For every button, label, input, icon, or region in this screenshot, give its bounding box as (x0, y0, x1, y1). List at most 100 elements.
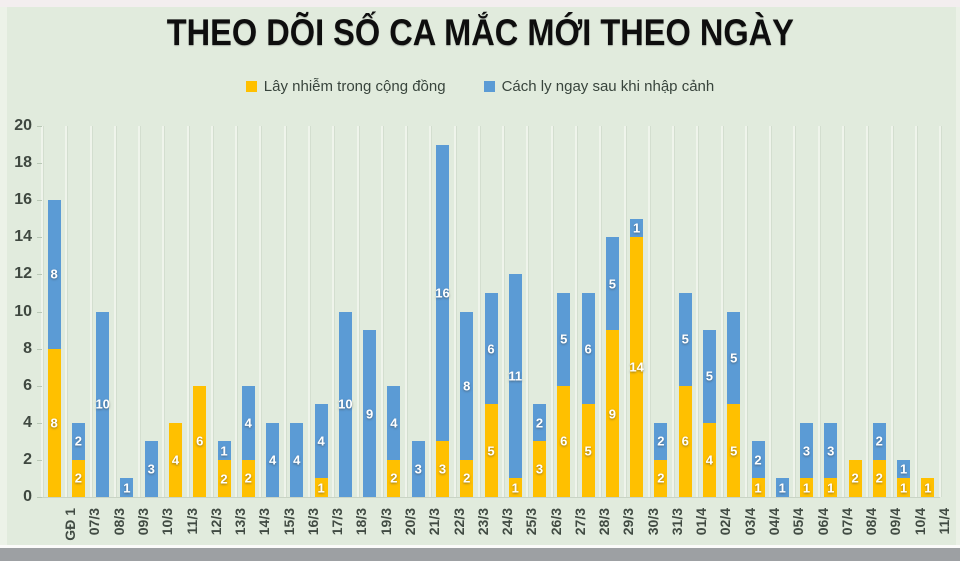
x-axis-tick-label: 21/3 (426, 508, 443, 536)
bar-segment-community: 2 (460, 459, 474, 497)
bar-value-label: 5 (584, 443, 592, 459)
legend-label-quarantine: Cách ly ngay sau khi nhập cảnh (501, 78, 715, 95)
bar-value-label: 9 (608, 406, 617, 422)
bar-segment-quarantine: 4 (241, 385, 255, 460)
bar-segment-quarantine: 2 (751, 441, 765, 479)
x-axis-line (41, 497, 940, 498)
bar-value-label: 4 (244, 415, 252, 431)
gridline (720, 126, 723, 497)
bar-value-label: 9 (365, 406, 374, 421)
gridline (41, 126, 43, 497)
gridline (672, 126, 674, 497)
x-axis-tick-label: 26/3 (547, 508, 564, 536)
x-axis-tick-label: 18/3 (353, 508, 370, 536)
gridline (380, 126, 383, 497)
bar-segment-quarantine: 1 (217, 441, 231, 460)
y-axis-tick (37, 200, 42, 202)
x-axis-tick-label: 14/3 (256, 508, 273, 536)
bar-segment-quarantine: 11 (508, 274, 522, 479)
x-axis-tick-label: 11/3 (183, 508, 200, 535)
bar-segment-quarantine: 3 (800, 422, 813, 479)
bar-value-label: 2 (74, 470, 83, 486)
bar-segment-quarantine: 10 (338, 311, 353, 497)
legend-item-community: Lây nhiễm trong cộng đồng (245, 78, 446, 95)
bar-stack: 10 (95, 311, 110, 497)
gridline (453, 126, 456, 497)
bar-segment-community: 3 (533, 441, 546, 498)
bar-segment-community: 14 (629, 237, 644, 498)
x-axis-tick-label: 05/4 (790, 508, 807, 536)
bar-segment-quarantine: 2 (71, 422, 85, 460)
bar-segment-community: 2 (241, 459, 255, 497)
bar-value-label: 6 (487, 341, 495, 357)
bar-value-label: 8 (50, 266, 58, 282)
bar-segment-community: 4 (702, 422, 716, 497)
y-axis-tick-label: 0 (23, 488, 32, 505)
bar-value-label: 6 (584, 341, 592, 357)
bar-value-label: 1 (123, 480, 131, 496)
bar-segment-quarantine: 4 (290, 422, 304, 497)
bar-value-label: 1 (632, 220, 641, 236)
bar-stack: 2 (848, 459, 862, 497)
x-axis-tick-label: 11/4 (935, 508, 952, 535)
bar-value-label: 3 (535, 461, 544, 477)
gridline (526, 126, 529, 497)
bar-segment-community: 9 (605, 330, 619, 497)
bar-value-label: 10 (338, 396, 353, 412)
bar-value-label: 1 (827, 480, 835, 496)
bar-segment-community: 8 (47, 348, 61, 497)
y-axis-tick-label: 12 (14, 265, 32, 283)
x-axis-tick-label: 31/3 (668, 508, 685, 536)
bar-value-label: 10 (95, 396, 110, 412)
bar-value-label: 5 (730, 443, 738, 459)
x-axis-tick-label: 24/3 (499, 508, 515, 536)
bar-segment-community: 5 (727, 404, 741, 497)
bar-value-label: 6 (681, 433, 689, 449)
y-axis-tick (37, 237, 42, 239)
gridline (429, 126, 432, 497)
gridline (235, 126, 238, 497)
bar-value-label: 4 (293, 452, 301, 468)
x-axis-tick-label: 02/4 (717, 508, 734, 536)
bar-segment-community: 2 (872, 459, 886, 497)
bar-value-label: 5 (681, 331, 689, 347)
x-axis-tick-label: 29/3 (620, 508, 637, 536)
window-edge-top (0, 0, 960, 7)
x-axis-tick-label: 17/3 (329, 508, 346, 536)
bar-value-label: 6 (196, 433, 204, 449)
bar-segment-quarantine: 8 (47, 200, 61, 349)
gridline (623, 126, 626, 497)
bar-value-label: 2 (220, 471, 228, 487)
x-axis-tick-label: GĐ 1 (62, 508, 79, 541)
gridline (866, 126, 869, 497)
y-axis-tick-label: 14 (14, 228, 32, 246)
gridline (138, 126, 141, 497)
gridline (939, 126, 941, 497)
bar-segment-quarantine: 4 (266, 422, 280, 497)
bar-value-label: 8 (463, 378, 471, 394)
x-axis-tick-label: 25/3 (523, 508, 540, 536)
y-axis-tick-label: 8 (23, 339, 32, 357)
x-axis-tick-label: 04/4 (766, 508, 782, 536)
x-axis-tick-label: 10/3 (159, 508, 176, 536)
bar-segment-quarantine: 2 (533, 404, 546, 442)
y-axis-tick-label: 4 (23, 413, 32, 431)
bar-value-label: 1 (754, 480, 762, 496)
gridline (210, 126, 213, 497)
bar-value-label: 4 (268, 452, 277, 468)
bar-segment-community: 1 (314, 478, 328, 498)
gridline (89, 126, 92, 497)
gridline (696, 126, 699, 497)
bar-value-label: 4 (317, 433, 325, 449)
bar-value-label: 2 (657, 470, 665, 486)
gridline (405, 126, 408, 497)
bar-value-label: 1 (220, 443, 228, 459)
bar-stack: 4 (266, 422, 280, 497)
bar-value-label: 1 (511, 480, 519, 496)
x-axis-tick-label: 08/4 (863, 508, 880, 536)
